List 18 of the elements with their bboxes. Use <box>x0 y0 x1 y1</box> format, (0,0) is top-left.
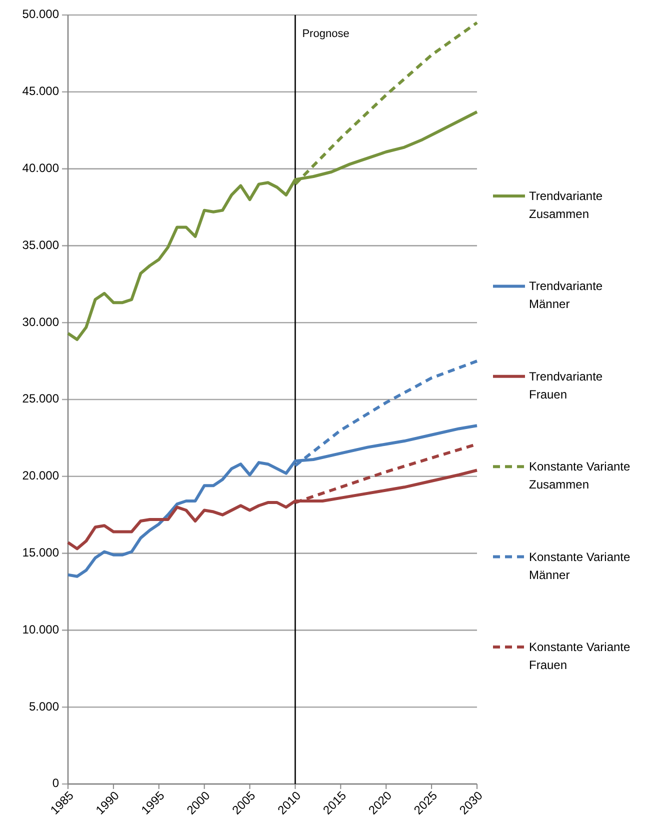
legend-label: Konstante Variante Männer <box>529 550 631 582</box>
y-tick-label: 20.000 <box>22 468 60 483</box>
y-tick-label: 10.000 <box>22 622 60 636</box>
legend-label: Trendvariante Frauen <box>529 369 603 402</box>
legend-label: Konstante Variante Zusammen <box>529 460 631 492</box>
y-tick-label: 45.000 <box>22 84 60 98</box>
ref-line-label: Prognose <box>302 28 350 40</box>
y-tick-label: 40.000 <box>22 160 60 175</box>
y-tick-label: 5.000 <box>28 699 60 714</box>
y-tick-label: 50.000 <box>22 7 60 22</box>
y-tick-label: 0 <box>52 776 60 790</box>
y-tick-label: 25.000 <box>22 392 60 406</box>
legend-label: Trendvariante Männer <box>529 279 603 312</box>
legend-label: Trendvariante Zusammen <box>529 189 603 221</box>
legend-label: Konstante Variante Frauen <box>529 640 631 672</box>
y-tick-label: 15.000 <box>22 545 60 560</box>
y-tick-label: 30.000 <box>22 314 60 329</box>
y-tick-label: 35.000 <box>22 238 60 252</box>
